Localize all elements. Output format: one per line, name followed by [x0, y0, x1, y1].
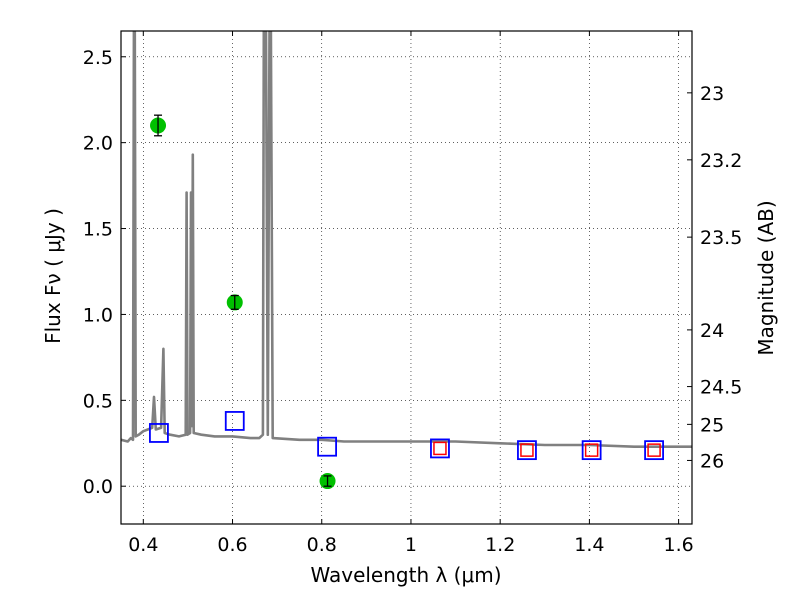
- y-tick-label: 2.5: [83, 47, 113, 69]
- x-tick-label: 1.2: [485, 534, 515, 556]
- model-flux-square-red: [520, 443, 534, 457]
- x-axis-ticks: 0.4 0.6 0.8 1 1.2 1.4 1.6: [128, 31, 694, 556]
- x-tick-label: 1.4: [574, 534, 604, 556]
- y-axis-label: Flux Fν ( μJy ): [41, 208, 65, 344]
- x-tick-label: 0.6: [217, 534, 247, 556]
- x-tick-label: 1.6: [664, 534, 694, 556]
- plot-series: [121, 31, 692, 490]
- x-tick-label: 0.4: [128, 534, 158, 556]
- y2-axis-ticks: 23 23.2 23.5 24 24.5 25 26: [687, 83, 742, 472]
- y2-tick-label: 24.5: [700, 377, 742, 399]
- y-tick-label: 0.0: [83, 476, 113, 498]
- y2-tick-label: 23.2: [700, 150, 742, 172]
- model-flux-square: [430, 438, 450, 459]
- y-tick-label: 1.5: [83, 219, 113, 241]
- y-tick-label: 2.0: [83, 133, 113, 155]
- y-axis-ticks: 0.0 0.5 1.0 1.5 2.0 2.5: [83, 47, 126, 498]
- model-flux-square: [644, 440, 664, 461]
- y-tick-label: 1.0: [83, 304, 113, 326]
- y2-tick-label: 24: [700, 320, 724, 342]
- spectrum-line: [121, 31, 692, 448]
- model-flux-square: [581, 440, 602, 461]
- model-flux-square: [517, 440, 537, 461]
- plot-frame: [120, 30, 693, 525]
- y-tick-label: 0.5: [83, 390, 113, 412]
- model-flux-square-red: [647, 443, 661, 457]
- x-axis-label: Wavelength λ (μm): [310, 563, 501, 587]
- y2-axis-label: Magnitude (AB): [754, 200, 778, 355]
- y2-tick-label: 25: [700, 414, 724, 436]
- x-tick-label: 0.8: [307, 534, 337, 556]
- model-flux-square: [317, 436, 337, 457]
- model-flux-square-red: [433, 441, 447, 456]
- y2-tick-label: 23.5: [700, 227, 742, 249]
- model-flux-square: [149, 423, 169, 443]
- x-tick-label: 1: [405, 534, 417, 556]
- model-flux-square: [224, 411, 245, 431]
- y2-tick-label: 23: [700, 83, 724, 105]
- plot-area: [121, 31, 692, 490]
- model-flux-square-red: [584, 443, 599, 457]
- y2-tick-label: 26: [700, 450, 724, 472]
- grid-lines: [121, 31, 692, 524]
